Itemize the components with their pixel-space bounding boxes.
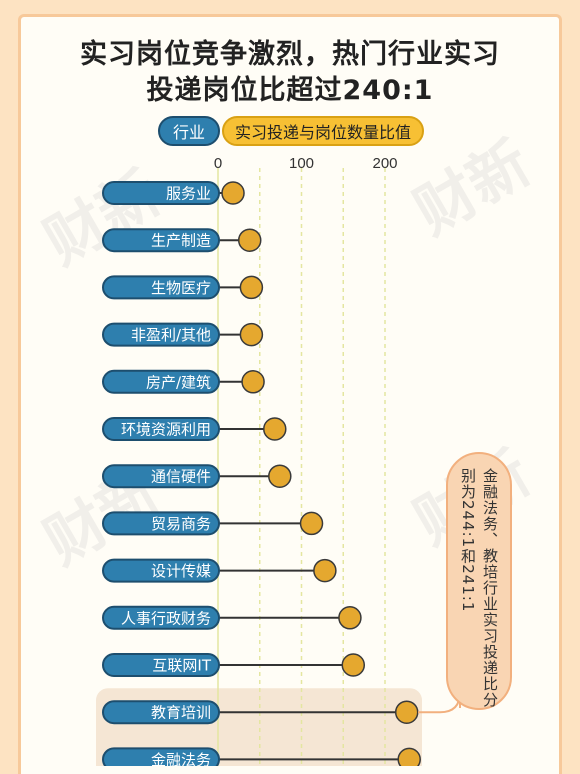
category-label: 金融法务: [151, 751, 211, 766]
callout-note: 金融法务、教培行业实习投递比分别为244:1和241:1: [446, 452, 512, 710]
callout-text: 金融法务、教培行业实习投递比分别为244:1和241:1: [459, 468, 499, 708]
category-bar: [102, 322, 220, 347]
category-bar: [102, 181, 220, 205]
category-bar: [102, 464, 220, 489]
category-label: 贸易商务: [151, 515, 211, 533]
legend-industry: 行业: [158, 116, 220, 146]
value-dot: [341, 653, 366, 677]
category-bar: [102, 228, 220, 253]
category-bar: [102, 700, 220, 725]
chart-title-line1: 实习岗位竞争激烈，热门行业实习: [80, 39, 500, 70]
value-dot: [239, 275, 264, 300]
category-label: 生产制造: [151, 232, 211, 250]
value-dot: [221, 181, 245, 205]
category-label: 设计传媒: [151, 562, 211, 580]
category-label: 人事行政财务: [121, 609, 211, 627]
value-dot: [338, 606, 362, 630]
value-dot: [313, 558, 337, 583]
category-label: 非盈利/其他: [131, 326, 211, 344]
category-label: 生物医疗: [151, 279, 211, 297]
value-dot: [299, 511, 324, 536]
category-bar: [102, 417, 220, 441]
value-dot: [239, 322, 264, 347]
category-label: 房产/建筑: [146, 373, 211, 391]
value-dot: [263, 417, 287, 441]
category-bar: [102, 275, 220, 300]
category-bar: [102, 653, 220, 677]
category-bar: [102, 369, 220, 394]
value-dot: [394, 700, 419, 724]
category-bar: [102, 605, 220, 630]
category-label: 教育培训: [151, 704, 211, 722]
value-dot: [241, 370, 265, 394]
value-dot: [237, 228, 262, 252]
value-dot: [397, 747, 421, 766]
category-label: 服务业: [166, 185, 211, 203]
legend-ratio: 实习投递与岗位数量比值: [222, 116, 424, 146]
chart-title-line2: 投递岗位比超过240:1: [146, 75, 434, 106]
x-tick-label: 0: [214, 155, 222, 172]
x-tick-label: 200: [372, 155, 397, 172]
x-tick-label: 100: [289, 155, 314, 172]
category-label: 互联网IT: [152, 657, 211, 675]
category-bar: [102, 558, 220, 583]
category-label: 通信硬件: [151, 468, 211, 486]
category-bar: [102, 511, 220, 536]
category-label: 环境资源利用: [121, 421, 211, 439]
value-dot: [268, 464, 292, 488]
category-bar: [102, 747, 220, 766]
